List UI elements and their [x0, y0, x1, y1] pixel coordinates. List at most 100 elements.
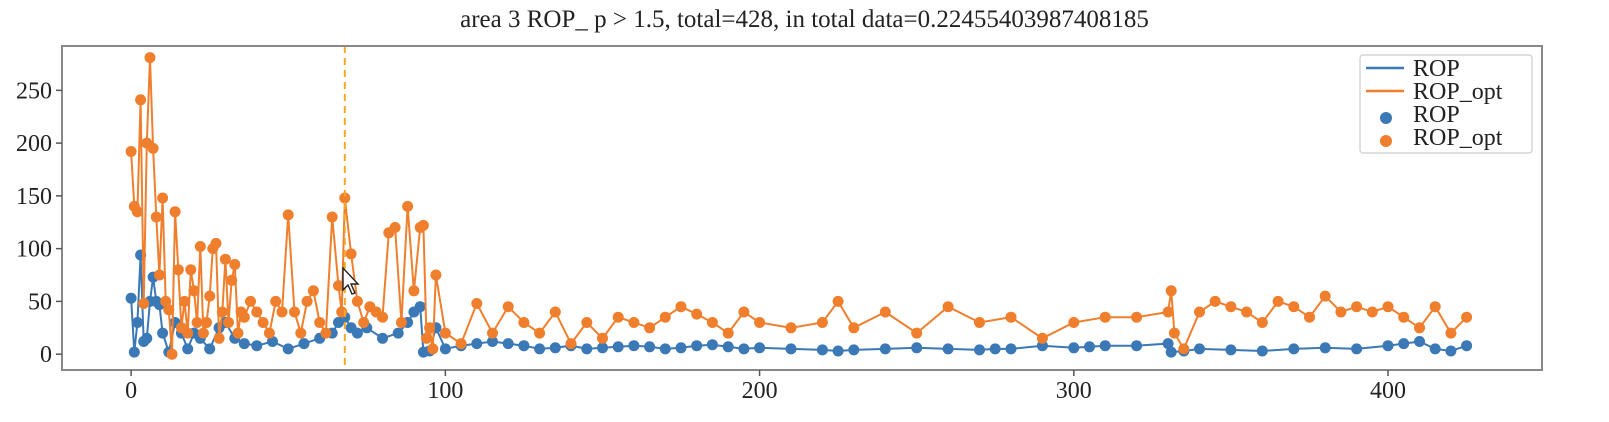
data-point	[1398, 311, 1410, 323]
data-point	[597, 332, 608, 344]
data-point	[351, 295, 363, 307]
plot-frame	[61, 45, 1543, 371]
data-point	[402, 200, 414, 212]
data-point	[153, 269, 165, 281]
data-point	[848, 344, 860, 356]
data-point	[307, 285, 319, 297]
data-point	[1194, 306, 1205, 318]
data-point	[471, 338, 483, 350]
data-point	[282, 343, 294, 355]
data-point	[738, 343, 750, 355]
data-point	[138, 298, 150, 309]
data-point	[1099, 311, 1111, 323]
data-point	[879, 306, 891, 318]
data-point	[1445, 327, 1457, 339]
data-point	[974, 344, 985, 356]
data-point	[722, 327, 734, 339]
data-point	[377, 311, 388, 323]
data-point	[1288, 301, 1300, 313]
data-point	[597, 342, 608, 354]
data-point	[1225, 301, 1237, 313]
data-point	[320, 327, 332, 339]
x-tick-label: 300	[1056, 378, 1092, 404]
data-point	[147, 142, 159, 154]
data-point	[197, 327, 209, 339]
data-point	[295, 327, 307, 339]
data-point	[201, 317, 212, 328]
data-point	[408, 285, 420, 297]
data-point	[179, 295, 190, 307]
x-tick-label: 200	[742, 378, 778, 404]
data-point	[245, 295, 256, 307]
data-point	[339, 192, 351, 204]
data-point	[1382, 340, 1394, 352]
data-point	[238, 338, 250, 350]
data-point	[1162, 306, 1174, 318]
data-point	[1165, 346, 1177, 358]
data-point	[213, 332, 225, 344]
data-point	[628, 340, 640, 352]
data-point	[565, 338, 577, 350]
data-point	[659, 343, 671, 355]
data-point	[1414, 322, 1425, 334]
data-point	[166, 348, 178, 360]
x-tick-label: 0	[125, 378, 137, 404]
data-point	[163, 304, 175, 316]
data-point	[1084, 341, 1095, 353]
data-point	[210, 237, 222, 249]
data-point	[298, 338, 310, 350]
data-point	[182, 327, 194, 339]
mouse-cursor-icon	[342, 266, 360, 295]
data-point	[157, 192, 169, 204]
data-point	[785, 322, 797, 334]
x-tick-label: 400	[1370, 378, 1406, 404]
data-point	[1304, 311, 1315, 323]
data-point	[135, 94, 147, 106]
data-point	[1131, 340, 1143, 352]
data-point	[974, 317, 985, 328]
data-point	[1068, 342, 1080, 354]
data-point	[191, 317, 203, 328]
data-point	[226, 274, 238, 286]
data-point	[644, 341, 656, 353]
data-point	[738, 306, 750, 318]
data-point	[1429, 301, 1441, 313]
legend-label: ROP_opt	[1413, 125, 1503, 151]
data-point	[581, 343, 593, 355]
data-point	[1461, 340, 1473, 352]
data-point	[424, 322, 436, 334]
data-point	[1272, 295, 1284, 307]
data-point	[358, 317, 370, 328]
data-point	[471, 298, 483, 309]
data-point	[518, 317, 530, 328]
data-point	[276, 306, 288, 318]
data-point	[301, 295, 313, 307]
data-point	[185, 264, 197, 276]
data-point	[1461, 311, 1473, 323]
legend-label: ROP	[1413, 102, 1460, 128]
data-point	[706, 317, 718, 328]
data-point	[816, 344, 828, 356]
axes: 0 100 200 300 400 0 50 100 150 200 250	[16, 45, 1543, 404]
data-point	[754, 342, 766, 354]
data-point	[612, 311, 624, 323]
data-point	[1225, 344, 1237, 356]
legend-label: ROP_opt	[1413, 79, 1503, 105]
data-point	[150, 211, 162, 223]
data-point	[188, 285, 200, 297]
data-point	[395, 317, 407, 328]
data-point	[204, 290, 216, 302]
data-point	[612, 341, 624, 353]
data-point	[1288, 343, 1300, 355]
data-point	[439, 327, 451, 339]
legend-marker-swatch	[1380, 135, 1392, 147]
data-point	[942, 301, 954, 313]
data-point	[832, 345, 844, 357]
data-point	[691, 308, 703, 320]
data-point	[628, 317, 640, 328]
data-point	[251, 340, 263, 352]
data-point	[377, 332, 388, 344]
data-point	[389, 222, 401, 233]
